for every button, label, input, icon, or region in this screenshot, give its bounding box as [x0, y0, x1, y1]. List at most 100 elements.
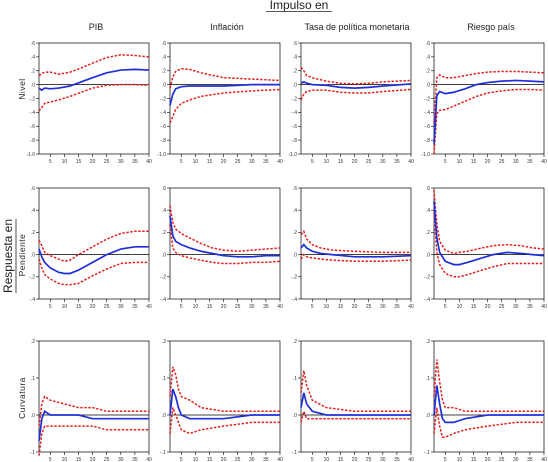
x-tick-label: 5 [311, 304, 314, 310]
lower-band-line [433, 212, 544, 278]
panel-frame [300, 187, 412, 300]
y-tick-label: -.1 [29, 450, 35, 456]
x-tick-label: 35 [132, 457, 138, 462]
y-tick-label: .0 [31, 252, 35, 258]
panel-curvatura-riesgo-pais: .2 .1 .0 -.1 5 10 15 20 25 30 35 40 [424, 339, 547, 462]
y-tick-label: .6 [426, 41, 430, 47]
y-tick-label: -.6 [424, 124, 430, 130]
x-tick-label: 15 [76, 159, 82, 165]
y-tick-label: -.4 [424, 297, 430, 303]
lower-band-line [38, 83, 150, 112]
y-tick-label: .0 [162, 413, 166, 419]
x-tick-label: 20 [352, 304, 358, 310]
irf-line [38, 245, 149, 275]
panel-pendiente-riesgo-pais: .6 .4 .2 .0 -.2 -.4 5 10 15 20 25 30 35 40 [424, 186, 547, 310]
panel-nivel-pib: .6 .4 .2 .0 -.2 -.4 -.6 -.8 -1.0 5 10 15 20 25 30 35 40 [26, 41, 152, 165]
y-tick-label: .1 [293, 376, 297, 382]
x-tick-label: 30 [249, 159, 255, 165]
upper-band-line [169, 366, 280, 413]
x-tick-label: 15 [76, 304, 82, 310]
column-title-tasa: Tasa de política monetaria [304, 22, 409, 32]
y-tick-label: .6 [293, 186, 297, 192]
y-tick-label: .2 [426, 69, 430, 75]
panel-frame [433, 42, 545, 155]
x-tick-label: 25 [499, 457, 505, 462]
y-tick-label: -.8 [29, 138, 35, 144]
x-tick-label: 20 [485, 304, 491, 310]
panel-frame [169, 340, 281, 453]
x-tick-label: 15 [207, 304, 213, 310]
x-tick-label: 35 [394, 457, 400, 462]
panel-grid: .6 .4 .2 .0 -.2 -.4 -.6 -.8 -1.0 5 10 15 20 25 30 35 40.… [26, 41, 547, 462]
row-title-nivel: Nivel [17, 78, 27, 99]
panel-frame [38, 42, 150, 155]
y-tick-label: .2 [293, 339, 297, 345]
y-tick-label: -.8 [160, 138, 166, 144]
x-tick-label: 10 [457, 304, 463, 310]
y-tick-label: -1.0 [26, 152, 35, 158]
y-tick-label: .0 [162, 252, 166, 258]
x-tick-label: 15 [207, 457, 213, 462]
y-tick-label: .2 [31, 339, 35, 345]
x-tick-label: 15 [471, 159, 477, 165]
y-tick-label: .4 [293, 55, 297, 61]
y-tick-label: .6 [426, 186, 430, 192]
y-tick-label: .1 [31, 376, 35, 382]
x-tick-label: 30 [513, 457, 519, 462]
irf-line [300, 243, 412, 258]
y-tick-label: .1 [426, 376, 430, 382]
lower-band-line [38, 425, 149, 456]
x-tick-label: 10 [62, 457, 68, 462]
x-tick-label: 20 [485, 457, 491, 462]
x-tick-label: 30 [118, 159, 124, 165]
x-tick-label: 20 [485, 159, 491, 165]
upper-band-line [38, 395, 149, 427]
x-tick-label: 30 [380, 304, 386, 310]
irf-line [169, 388, 280, 420]
irf-line [38, 68, 150, 92]
x-tick-label: 20 [90, 304, 96, 310]
x-tick-label: 20 [221, 457, 227, 462]
x-tick-label: 25 [499, 304, 505, 310]
x-tick-label: 15 [338, 457, 344, 462]
x-tick-label: 5 [311, 159, 314, 165]
x-tick-label: 25 [104, 457, 110, 462]
y-tick-label: .4 [426, 55, 430, 61]
x-tick-label: 25 [366, 304, 372, 310]
y-tick-label: .0 [293, 82, 297, 88]
panel-nivel-tasa-de-politica-monetaria: .6 .4 .2 .0 -.2 -.4 -.6 -.8 -1.0 5 10 15 20 25 30 35 40 [288, 41, 414, 165]
x-tick-label: 35 [132, 159, 138, 165]
panel-nivel-riesgo-pais: .6 .4 .2 .0 -.2 -.4 -.6 -.8 -1.0 5 10 15 20 25 30 35 40 [421, 41, 547, 165]
y-tick-label: .4 [426, 208, 430, 214]
x-tick-label: 35 [527, 457, 533, 462]
panel-pendiente-tasa-de-politica-monetaria: .6 .4 .2 .0 -.2 -.4 5 10 15 20 25 30 35 40 [291, 186, 414, 310]
y-tick-label: .6 [162, 41, 166, 47]
x-tick-label: 10 [457, 457, 463, 462]
x-tick-label: 35 [263, 159, 269, 165]
panel-curvatura-pib: .2 .1 .0 -.1 5 10 15 20 25 30 35 40 [29, 339, 152, 462]
x-tick-label: 40 [541, 159, 547, 165]
x-tick-label: 35 [527, 159, 533, 165]
y-tick-label: .2 [426, 339, 430, 345]
upper-band-line [169, 205, 281, 253]
irf-line [433, 385, 544, 424]
x-tick-label: 35 [394, 304, 400, 310]
y-tick-label: .2 [293, 230, 297, 236]
x-tick-label: 10 [324, 159, 330, 165]
irf-line [300, 392, 411, 416]
panel-curvatura-tasa-de-politica-monetaria: .2 .1 .0 -.1 5 10 15 20 25 30 35 40 [291, 339, 414, 462]
x-tick-label: 5 [180, 159, 183, 165]
y-tick-label: .0 [426, 252, 430, 258]
y-tick-label: -1.0 [157, 152, 166, 158]
panel-frame [300, 42, 412, 155]
y-tick-label: -.4 [291, 297, 297, 303]
y-tick-label: -.6 [291, 124, 297, 130]
x-tick-label: 30 [380, 159, 386, 165]
x-tick-label: 5 [444, 304, 447, 310]
y-tick-label: -.2 [160, 275, 166, 281]
y-tick-label: -.8 [291, 138, 297, 144]
irf-line [300, 80, 412, 89]
lower-band-line [433, 88, 545, 155]
x-tick-label: 5 [49, 304, 52, 310]
